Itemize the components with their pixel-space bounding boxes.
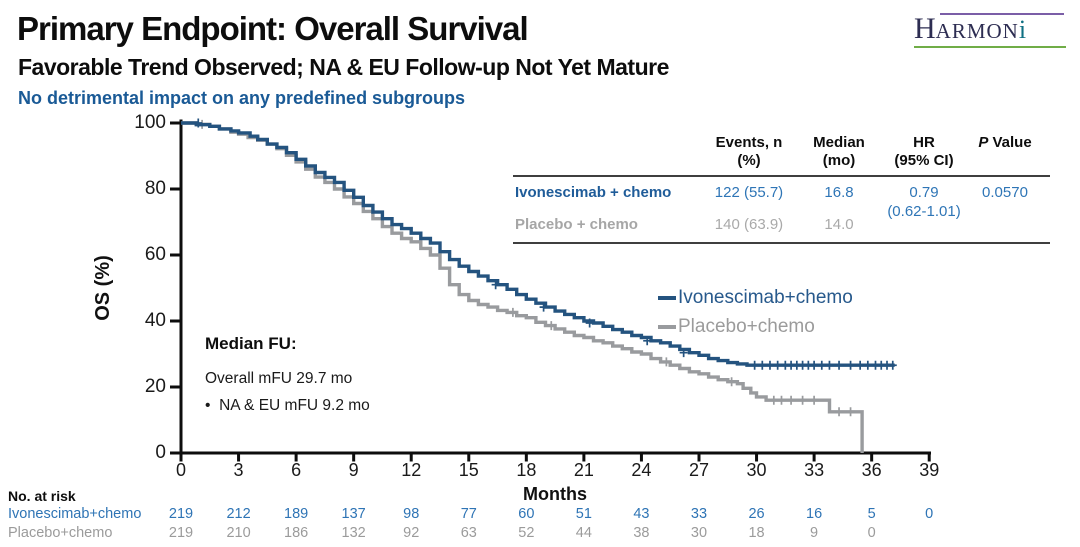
risk-count: 5 <box>867 506 876 522</box>
censor-mark <box>765 360 774 370</box>
censor-mark <box>810 395 819 405</box>
ivo-events: 122 (55.7) <box>714 184 784 201</box>
logo-letter-i: i <box>1018 15 1027 44</box>
censor-mark <box>773 360 782 370</box>
col-header-pvalue: P Value <box>978 134 1032 151</box>
legend-label: Placebo+chemo <box>678 316 815 337</box>
logo-bottom-line <box>914 46 1066 48</box>
risk-count: 30 <box>690 525 708 541</box>
hr-ci: (0.62-1.01) <box>887 203 961 220</box>
legend-label: Ivonescimab+chemo <box>678 287 853 308</box>
chart-legend: Ivonescimab+chemo Placebo+chemo <box>658 287 853 345</box>
placebo-events: 140 (63.9) <box>714 216 784 233</box>
legend-item: Placebo+chemo <box>658 316 853 338</box>
col-header-events: Events, n (%) <box>715 134 783 169</box>
logo-wordmark: HARMONi <box>914 12 1026 46</box>
censor-mark <box>547 321 556 331</box>
risk-count: 26 <box>748 506 765 522</box>
risk-count: 0 <box>867 525 876 541</box>
table-row-ivonescimab-label: Ivonescimab + chemo <box>515 184 672 201</box>
risk-count: 98 <box>403 506 420 522</box>
median-fu-heading: Median FU: <box>205 334 297 353</box>
risk-count: 51 <box>575 506 592 522</box>
censor-mark <box>539 302 548 312</box>
risk-label-placebo: Placebo+chemo <box>8 525 113 541</box>
logo-letters-armon: ARMON <box>935 19 1019 43</box>
table-row-placebo-label: Placebo + chemo <box>515 216 638 233</box>
table-rule-top <box>513 175 1050 177</box>
censor-mark <box>750 360 759 370</box>
censor-mark <box>863 360 872 370</box>
median-fu-line2: • NA & EU mFU 9.2 mo <box>205 397 370 414</box>
censor-mark <box>194 118 203 128</box>
logo-top-line <box>940 13 1064 15</box>
censor-mark <box>835 360 844 370</box>
censor-mark <box>810 360 819 370</box>
risk-count: 38 <box>633 525 650 541</box>
risk-count: 132 <box>341 525 366 541</box>
col-header-median: Median (mo) <box>813 134 865 169</box>
harmoni-logo: HARMONi <box>914 6 1066 52</box>
censor-mark <box>679 348 688 358</box>
risk-count: 63 <box>460 525 477 541</box>
risk-count: 33 <box>690 506 708 522</box>
risk-count: 60 <box>518 506 535 522</box>
censor-mark <box>835 407 844 417</box>
risk-count: 92 <box>403 525 420 541</box>
risk-count: 186 <box>284 525 309 541</box>
page-title: Primary Endpoint: Overall Survival <box>17 10 529 47</box>
page-subtitle: Favorable Trend Observed; NA & EU Follow… <box>18 54 669 80</box>
risk-label-ivonescimab: Ivonescimab+chemo <box>8 506 142 522</box>
censor-mark <box>846 407 855 417</box>
legend-item: Ivonescimab+chemo <box>658 287 853 309</box>
risk-count: 0 <box>925 506 934 522</box>
placebo-median: 14.0 <box>824 216 854 233</box>
risk-count: 219 <box>168 506 194 522</box>
censor-mark <box>727 377 736 387</box>
censor-mark <box>817 360 826 370</box>
risk-count: 219 <box>168 525 194 541</box>
censor-mark <box>769 395 778 405</box>
censor-mark <box>491 280 500 290</box>
censor-mark <box>643 336 652 346</box>
y-axis-label: OS (%) <box>92 255 114 321</box>
risk-count: 189 <box>284 506 309 522</box>
logo-letter-h: H <box>914 12 936 45</box>
risk-count: 18 <box>748 525 765 541</box>
risk-count: 52 <box>518 525 535 541</box>
censor-mark <box>585 318 594 328</box>
table-rule-bottom <box>513 242 1050 244</box>
censor-mark <box>662 357 671 367</box>
censor-mark <box>777 395 786 405</box>
median-fu-line1: Overall mFU 29.7 mo <box>205 370 353 387</box>
legend-line-swatch <box>658 296 676 300</box>
censor-mark <box>846 360 855 370</box>
risk-heading: No. at risk <box>8 488 76 504</box>
risk-count: 16 <box>806 506 823 522</box>
p-value: 0.0570 <box>982 184 1028 201</box>
col-header-hr: HR (95% CI) <box>894 134 954 169</box>
subgroup-note: No detrimental impact on any predefined … <box>18 88 466 108</box>
x-axis-label: Months <box>523 484 587 504</box>
hr-value: 0.79 <box>909 184 939 201</box>
censor-mark <box>508 307 517 317</box>
censor-mark <box>825 360 834 370</box>
censor-mark <box>787 395 796 405</box>
censor-mark <box>888 360 897 370</box>
km-curve-ivonescimab-chemo <box>181 121 895 367</box>
risk-count: 210 <box>226 525 251 541</box>
risk-count: 77 <box>460 506 477 522</box>
censor-mark <box>856 360 865 370</box>
risk-count: 44 <box>575 525 592 541</box>
censor-mark <box>758 360 767 370</box>
legend-line-swatch <box>658 325 676 329</box>
risk-count: 137 <box>341 506 366 522</box>
risk-count: 212 <box>226 506 251 522</box>
risk-count: 9 <box>810 525 819 541</box>
censor-mark <box>798 395 807 405</box>
ivo-median: 16.8 <box>824 184 854 201</box>
risk-count: 43 <box>633 506 650 522</box>
